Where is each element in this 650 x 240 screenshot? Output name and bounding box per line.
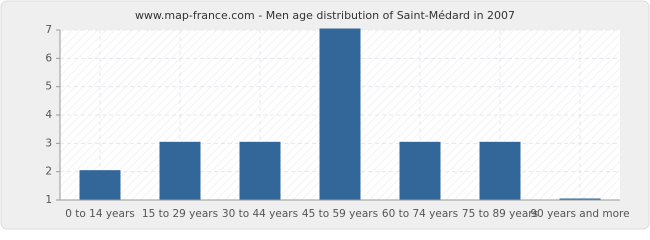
bar xyxy=(79,170,121,201)
x-tick-label: 75 to 89 years xyxy=(462,208,538,220)
bar xyxy=(319,28,361,201)
x-tick-label: 60 to 74 years xyxy=(382,208,458,220)
bar xyxy=(399,141,441,201)
x-tick-label: 30 to 44 years xyxy=(222,208,298,220)
y-tick-label: 4 xyxy=(45,109,52,121)
y-tick-label: 2 xyxy=(45,166,52,178)
x-tick-label: 15 to 29 years xyxy=(142,208,218,220)
y-tick-label: 5 xyxy=(45,81,52,93)
y-tick-label: 1 xyxy=(45,194,52,206)
bar xyxy=(479,141,521,201)
y-tick-label: 3 xyxy=(45,137,52,149)
y-tick-label: 6 xyxy=(45,52,52,64)
x-tick-label: 45 to 59 years xyxy=(302,208,378,220)
bar xyxy=(239,141,281,201)
page: www.map-france.com - Men age distributio… xyxy=(0,0,650,230)
x-tick-label: 0 to 14 years xyxy=(65,208,135,220)
x-tick-label: 90 years and more xyxy=(530,208,629,220)
y-tick-label: 7 xyxy=(45,24,52,36)
chart: www.map-france.com - Men age distributio… xyxy=(0,0,650,230)
bar xyxy=(159,141,201,201)
chart-title: www.map-france.com - Men age distributio… xyxy=(135,9,515,22)
